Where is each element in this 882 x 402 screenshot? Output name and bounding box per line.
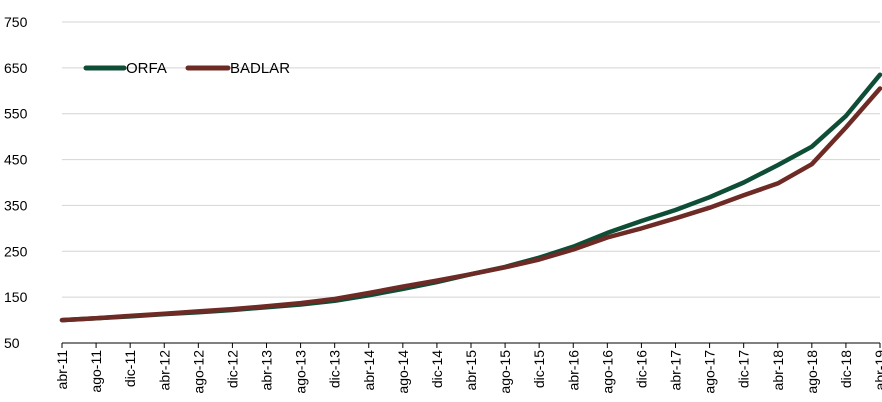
series-line-badlar bbox=[59, 86, 882, 323]
x-tick-label: ago-11 bbox=[88, 350, 104, 393]
legend: ORFA BADLAR bbox=[83, 60, 290, 77]
legend-label: ORFA bbox=[126, 60, 167, 77]
y-tick-label: 350 bbox=[4, 197, 28, 213]
gridlines bbox=[62, 21, 880, 298]
x-tick-label: ago-17 bbox=[702, 350, 718, 394]
x-tick-label: ago-13 bbox=[293, 350, 309, 394]
x-tick-label: ago-16 bbox=[599, 350, 615, 394]
x-tick-label: dic-13 bbox=[327, 350, 343, 388]
x-tick-label: ago-15 bbox=[497, 350, 513, 394]
x-tick-label: abr-16 bbox=[565, 350, 581, 391]
series-lines bbox=[59, 72, 882, 323]
x-tick-label: abr-13 bbox=[259, 350, 275, 391]
x-tick-label: ago-18 bbox=[804, 350, 820, 394]
axes: 50 150 250 350 450 550 650 750 abr-11 ago-11 dic-1… bbox=[4, 14, 882, 394]
y-tick-label: 450 bbox=[4, 152, 28, 168]
x-tick-label: abr-12 bbox=[156, 350, 172, 391]
x-tick-label: dic-15 bbox=[531, 350, 547, 388]
x-tick-label: ago-12 bbox=[190, 350, 206, 394]
y-tick-label: 150 bbox=[4, 289, 28, 305]
legend-label: BADLAR bbox=[230, 60, 290, 77]
x-tick-label: abr-14 bbox=[361, 350, 377, 391]
x-tick-label: dic-17 bbox=[736, 350, 752, 388]
x-tick-label: dic-16 bbox=[633, 350, 649, 388]
x-tick-label: abr-11 bbox=[54, 350, 70, 390]
y-tick-label: 250 bbox=[4, 243, 28, 259]
x-tick-label: abr-18 bbox=[770, 350, 786, 391]
x-tick-label: abr-17 bbox=[668, 350, 684, 391]
y-tick-label: 50 bbox=[4, 335, 20, 351]
y-tick-label: 750 bbox=[4, 14, 28, 30]
y-tick-label: 550 bbox=[4, 106, 28, 122]
x-tick-label: dic-18 bbox=[838, 350, 854, 388]
x-tick-label: dic-14 bbox=[429, 350, 445, 388]
x-tick-label: abr-19 bbox=[872, 350, 882, 391]
x-tick-label: dic-11 bbox=[122, 350, 138, 387]
y-tick-label: 650 bbox=[4, 60, 28, 76]
x-tick-label: ago-14 bbox=[395, 350, 411, 394]
x-tick-label: dic-12 bbox=[224, 350, 240, 388]
series-line-orfa bbox=[59, 72, 882, 323]
x-tick-label: abr-15 bbox=[463, 350, 479, 391]
